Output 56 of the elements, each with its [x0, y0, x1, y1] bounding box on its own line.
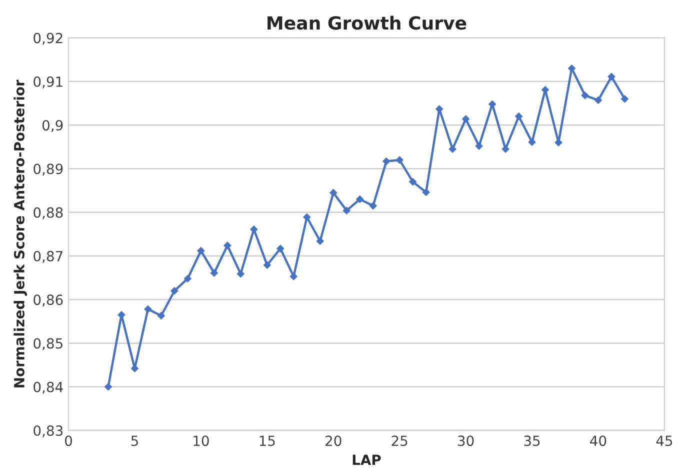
- point: [382, 157, 390, 166]
- point: [422, 188, 430, 196]
- point: [448, 145, 456, 153]
- point: [184, 274, 192, 283]
- point: [462, 115, 470, 123]
- x-tick-label: 0: [64, 436, 72, 446]
- point: [263, 261, 272, 270]
- point: [369, 202, 378, 210]
- point: [170, 286, 178, 295]
- x-tick-label: 15: [260, 436, 275, 446]
- y-tick-label: 0,89: [34, 164, 63, 176]
- point: [223, 242, 232, 250]
- y-tick-label: 0,84: [34, 382, 63, 394]
- y-tick-label: 0,85: [34, 338, 62, 350]
- point: [144, 305, 152, 314]
- point: [581, 91, 589, 100]
- point: [157, 312, 166, 320]
- y-tick-label: 0,83: [34, 425, 63, 438]
- chart-title: Mean Growth Curve: [268, 16, 466, 30]
- point: [329, 188, 338, 197]
- x-tick-label: 35: [524, 436, 540, 446]
- point: [316, 237, 324, 246]
- point: [197, 246, 205, 255]
- point: [608, 72, 616, 81]
- point: [528, 138, 536, 146]
- point: [236, 270, 245, 278]
- y-tick-label: 0,91: [34, 76, 62, 88]
- point: [276, 244, 284, 252]
- point: [250, 225, 258, 234]
- y-axis-title: Normalized Jerk Score Antero-Posterior: [14, 80, 28, 388]
- point: [396, 156, 404, 164]
- point: [408, 178, 417, 186]
- point: [620, 94, 629, 103]
- point: [302, 213, 311, 222]
- point: [502, 145, 510, 153]
- x-tick-label: 45: [656, 436, 672, 446]
- x-tick-label: 20: [326, 436, 342, 446]
- y-tick-label: 0,92: [34, 32, 62, 45]
- point: [210, 269, 218, 277]
- point: [290, 272, 298, 280]
- point: [342, 206, 351, 215]
- y-tick-label: 0,9: [42, 120, 63, 132]
- y-tick-label: 0,88: [34, 207, 63, 220]
- point: [514, 112, 523, 120]
- point: [356, 195, 364, 204]
- x-tick-label: 5: [131, 436, 138, 446]
- y-tick-label: 0,86: [34, 294, 63, 306]
- point: [475, 142, 483, 150]
- x-axis-title: LAP: [352, 454, 381, 465]
- x-tick-label: 10: [194, 436, 209, 446]
- x-tick-label: 25: [392, 436, 408, 446]
- x-tick-label: 30: [458, 436, 474, 446]
- point: [104, 382, 112, 391]
- x-tick-label: 40: [590, 436, 606, 446]
- point: [594, 96, 602, 104]
- y-tick-label: 0,87: [34, 250, 62, 263]
